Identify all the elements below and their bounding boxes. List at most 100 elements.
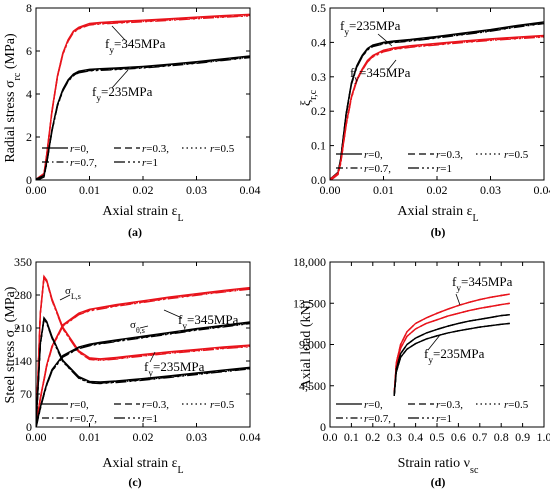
- y-tick-label: 9,000: [299, 338, 326, 352]
- annotation-leader: [377, 33, 393, 47]
- x-axis-label: Axial strain εL: [397, 204, 478, 224]
- x-tick-label: 0.6: [451, 430, 466, 444]
- annotation-leader: [163, 309, 183, 319]
- x-tick-label: 0.4: [408, 430, 423, 444]
- x-tick-label: 1.0: [537, 430, 550, 444]
- annotation-leader: [387, 59, 397, 71]
- legend-label: r=0.7,: [70, 157, 97, 169]
- chart-panel-2: 0.00 0.01 0.02 0.03 0.04 0.0 0.1 0.2 0.3 0.4 0.5 Ax…: [299, 1, 550, 239]
- annotation-label: fy=345MPa: [350, 65, 411, 85]
- x-tick-label: 0.03: [186, 430, 207, 444]
- legend-label: r=0.3,: [142, 399, 169, 411]
- y-tick-label: 0.5: [311, 1, 326, 15]
- legend-label: r=0.5: [210, 143, 235, 155]
- y-tick-label: 280: [14, 288, 32, 302]
- annotation-label: fy=235MPa: [340, 18, 401, 38]
- x-tick-label: 0.01: [79, 430, 100, 444]
- legend-label: r=0.3,: [142, 143, 169, 155]
- legend-label: r=1: [142, 157, 158, 169]
- x-tick-label: 0.1: [344, 430, 359, 444]
- y-tick-label: 140: [14, 354, 32, 368]
- series-line-3-2: [393, 322, 510, 396]
- legend-label: r=0.5: [210, 399, 235, 411]
- x-tick-label: 0.03: [480, 183, 501, 197]
- y-tick-label: 0.0: [311, 173, 326, 187]
- y-tick-label: 0.3: [311, 70, 326, 84]
- y-axis-label: Radial stress σrc (MPa): [3, 33, 23, 163]
- series-line-1-4: [36, 288, 250, 427]
- y-tick-label: 4,500: [299, 379, 326, 393]
- annotation-leader: [59, 294, 71, 301]
- x-tick-label: 0.01: [79, 183, 100, 197]
- y-axis-label: Steel stress σs (MPa): [3, 286, 23, 403]
- annotation-label: σθ,s: [130, 319, 145, 335]
- series-line-0-0: [393, 293, 510, 395]
- panel-label: (d): [431, 475, 446, 489]
- x-axis-label: Strain ratio νsc: [398, 456, 479, 476]
- annotation-label: fy=345MPa: [452, 274, 513, 294]
- x-axis-label: Axial strain εL: [102, 204, 183, 224]
- series-line-1-1: [36, 287, 250, 427]
- y-tick-label: 0: [26, 173, 32, 187]
- legend: r=0, r=0.3, r=0.5 r=0.7, r=1: [336, 399, 529, 425]
- x-tick-label: 0.00: [26, 430, 47, 444]
- series-group: [36, 13, 250, 180]
- series-line-0-4: [36, 275, 250, 427]
- x-tick-label: 0.03: [186, 183, 207, 197]
- series-line-3-4: [36, 322, 250, 427]
- y-tick-label: 0.2: [311, 104, 326, 118]
- annotation-label: σL,s: [65, 285, 81, 301]
- annotation-label: fy=235MPa: [92, 84, 153, 104]
- x-tick-label: 0.5: [430, 430, 445, 444]
- y-tick-label: 0.1: [311, 139, 326, 153]
- chart-panel-3: 0.00 0.01 0.02 0.03 0.04 0 70 140 210 280 350 Axial…: [3, 255, 261, 489]
- x-tick-label: 0.8: [494, 430, 509, 444]
- legend-label: r=1: [436, 413, 452, 425]
- y-tick-label: 0: [26, 420, 32, 434]
- series-line-0-1: [330, 21, 544, 180]
- annotation-leader: [111, 69, 129, 89]
- legend-label: r=0.7,: [364, 413, 391, 425]
- series-line-3-3: [36, 322, 250, 427]
- legend-label: r=0,: [70, 399, 89, 411]
- y-tick-label: 2: [26, 130, 32, 144]
- series-line-2-4: [36, 317, 250, 427]
- series-group: [393, 293, 510, 396]
- series-group: [330, 21, 544, 180]
- series-line-2-1: [393, 314, 510, 396]
- x-tick-label: 0.02: [133, 183, 154, 197]
- panel-label: (c): [128, 475, 141, 489]
- series-group: [36, 274, 250, 427]
- series-line-0-1: [36, 274, 250, 427]
- y-tick-label: 0: [320, 420, 326, 434]
- annotation-leader: [111, 25, 126, 41]
- panel-label: (b): [431, 225, 446, 239]
- legend-label: r=1: [142, 413, 158, 425]
- y-tick-label: 6: [26, 44, 32, 58]
- legend-label: r=1: [436, 163, 452, 175]
- legend: r=0, r=0.3, r=0.5 r=0.7, r=1: [42, 399, 235, 425]
- annotation-label: fy=345MPa: [105, 36, 166, 56]
- legend-label: r=0,: [364, 399, 383, 411]
- x-tick-label: 0.00: [320, 183, 341, 197]
- x-tick-label: 0.04: [534, 183, 550, 197]
- series-line-0-2: [393, 293, 510, 395]
- series-line-0-4: [36, 15, 250, 180]
- series-line-2-2: [393, 314, 510, 396]
- chart-panel-1: 0.00 0.01 0.02 0.03 0.04 0 2 4 6 8 Axial strain εL…: [3, 1, 261, 239]
- legend-label: r=0.5: [504, 149, 529, 161]
- annotation-leader: [455, 293, 461, 306]
- y-tick-label: 0.4: [311, 35, 326, 49]
- annotation-leader: [427, 334, 441, 351]
- legend-label: r=0.7,: [364, 163, 391, 175]
- y-tick-label: 18,000: [293, 255, 326, 269]
- y-tick-label: 8: [26, 1, 32, 15]
- legend-label: r=0.7,: [70, 413, 97, 425]
- x-tick-label: 0.0: [323, 430, 338, 444]
- legend: r=0, r=0.3, r=0.5 r=0.7, r=1: [42, 143, 235, 169]
- x-tick-label: 0.2: [365, 430, 380, 444]
- x-tick-label: 0.9: [515, 430, 530, 444]
- legend: r=0, r=0.3, r=0.5 r=0.7, r=1: [336, 149, 529, 175]
- y-tick-label: 13,500: [293, 296, 326, 310]
